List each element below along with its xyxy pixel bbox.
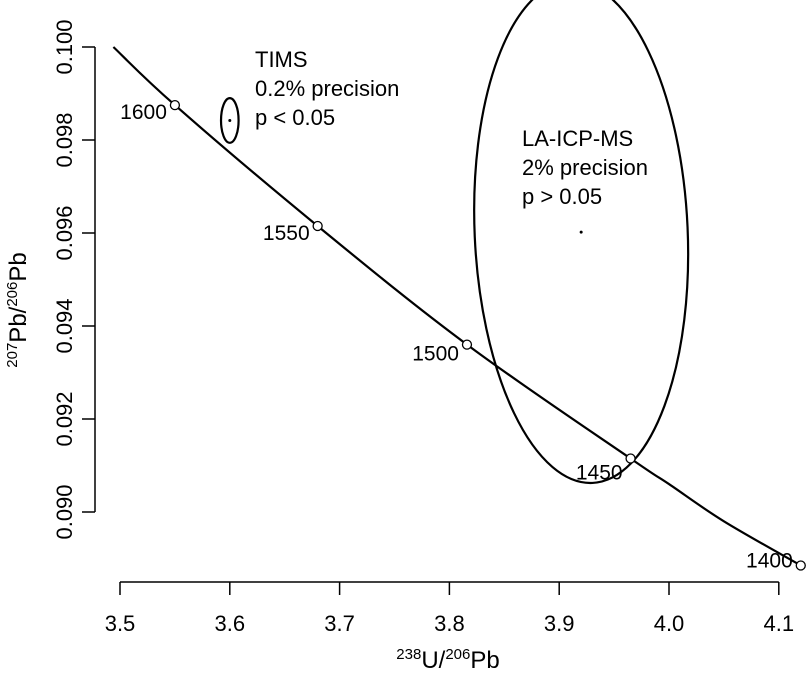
annotation-tims-line-1: TIMS [255,47,308,72]
ellipse-center-tims [228,118,232,122]
age-label-1550: 1550 [263,222,310,245]
age-marker-1400 [795,560,806,571]
age-label-1400: 1400 [746,549,793,572]
annotation-tims-line-2: 0.2% precision [255,76,399,101]
ellipse-tims [219,97,240,144]
age-marker-1550 [312,220,323,232]
x-tick-label: 4.1 [764,611,795,636]
y-tick-label: 0.090 [52,484,77,539]
age-marker-1500 [461,339,473,350]
annotation-la-icp-ms-line-3: p > 0.05 [522,184,602,209]
ellipse-la-icp-ms [473,0,690,485]
y-tick-label: 0.100 [52,19,77,74]
y-axis-title: 207Pb/206Pb [4,252,32,367]
annotation-la-icp-ms-line-1: LA-ICP-MS [522,126,633,151]
age-label-1500: 1500 [412,343,459,366]
age-label-1450: 1450 [576,462,623,485]
x-tick-label: 4.0 [654,611,685,636]
concordia-curve-layer [112,46,802,567]
age-marker-1600 [169,99,181,111]
x-axis-title: 238U/206Pb [396,646,499,674]
age-markers: 1600 1550 1500 1450 1400 [120,99,806,572]
x-tick-label: 3.6 [215,611,246,636]
age-marker-1450 [625,453,636,464]
concordia-curve [112,46,802,567]
axes: 3.5 3.6 3.7 3.8 3.9 4.0 4.1 0.090 0.092 0.094 0.09… [4,19,794,674]
annotation-tims-line-3: p < 0.05 [255,105,335,130]
y-tick-label: 0.092 [52,391,77,446]
age-label-1600: 1600 [120,101,167,124]
x-tick-label: 3.7 [324,611,355,636]
y-tick-label: 0.098 [52,112,77,167]
x-tick-label: 3.8 [434,611,465,636]
y-tick-label: 0.094 [52,298,77,353]
x-tick-label: 3.9 [544,611,575,636]
ellipse-center-la-icp-ms [579,230,583,234]
annotation-la-icp-ms-line-2: 2% precision [522,155,648,180]
x-tick-label: 3.5 [105,611,136,636]
error-ellipses [219,0,690,485]
annotations: TIMS 0.2% precision p < 0.05 LA-ICP-MS 2% pr… [255,47,648,209]
y-tick-label: 0.096 [52,205,77,260]
